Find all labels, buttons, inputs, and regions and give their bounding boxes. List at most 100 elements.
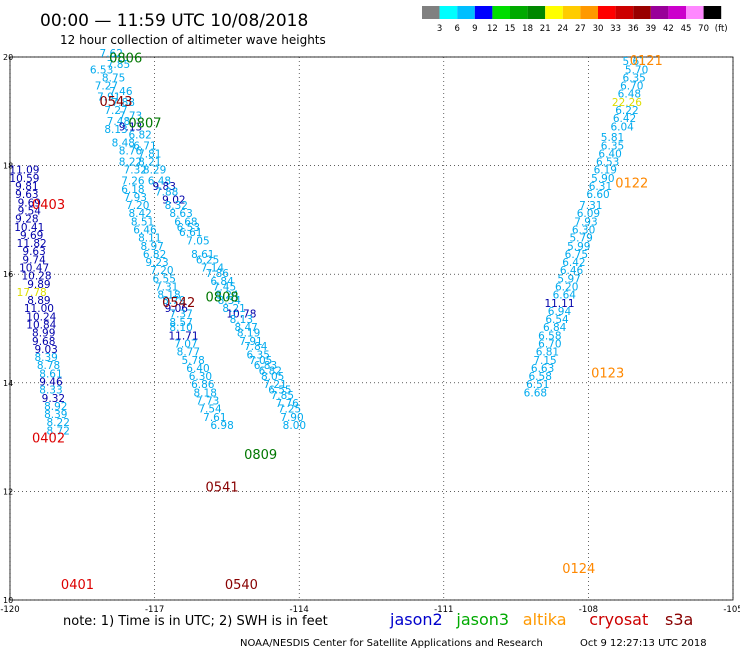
wave-height-point: 8.21 [138, 157, 161, 169]
wave-height-point: 8.22 [47, 417, 70, 429]
wave-height-point: 9.28 [15, 214, 38, 226]
wave-height-point: 7.93 [124, 192, 147, 204]
wave-height-point: 8.13 [104, 124, 127, 136]
legend-label: 3 [437, 24, 442, 34]
wave-height-point: 8.39 [34, 352, 57, 364]
wave-height-point: 10.24 [26, 311, 56, 323]
wave-height-point: 7.05 [249, 355, 272, 367]
wave-height-point: 8.47 [234, 322, 257, 334]
y-tick-label: 14 [3, 379, 13, 388]
wave-height-point: 6.86 [191, 379, 215, 391]
pass-label: 0807 [128, 117, 161, 132]
y-tick-label: 20 [3, 53, 13, 62]
wave-height-point: 9.68 [32, 336, 55, 348]
wave-height-point: 7.88 [155, 186, 178, 198]
wave-height-point: 8.99 [32, 328, 55, 340]
legend-swatch [598, 6, 616, 19]
wave-height-point: 6.61 [179, 227, 202, 239]
pass-label: 0543 [99, 95, 132, 110]
wave-height-point: 7.88 [112, 97, 135, 109]
wave-height-point: 8.57 [169, 317, 192, 329]
wave-height-point: 8.33 [39, 385, 62, 397]
wave-height-point: 6.94 [548, 306, 572, 318]
pass-label: 0808 [206, 290, 239, 305]
wave-height-point: 7.26 [121, 176, 145, 188]
mission-label: jason2 [389, 610, 443, 629]
wave-height-point: 8.18 [194, 387, 217, 399]
legend-swatch [457, 6, 475, 19]
wave-height-point: 10.84 [26, 320, 56, 332]
wave-height-point: 6.30 [189, 371, 212, 383]
legend-label: 6 [454, 24, 459, 34]
legend-swatch [703, 6, 722, 19]
legend-swatch [422, 6, 440, 19]
wave-height-point: 7.86 [206, 268, 230, 280]
footer-note: note: 1) Time is in UTC; 2) SWH is in fe… [63, 614, 328, 629]
legend-label: 39 [645, 24, 656, 34]
legend-label: 18 [522, 24, 533, 34]
wave-height-point: 9.69 [18, 197, 41, 209]
y-tick-label: 12 [3, 487, 13, 496]
wave-height-point: 7.73 [119, 110, 142, 122]
wave-height-point: 9.06 [165, 303, 189, 315]
wave-height-point: 7.90 [280, 412, 303, 424]
mission-label: cryosat [589, 610, 648, 629]
wave-height-point: 6.55 [268, 385, 291, 397]
legend-swatch [527, 6, 546, 19]
wave-height-point: 9.81 [15, 181, 38, 193]
wave-height-point: 6.20 [555, 281, 578, 293]
wave-height-point: 6.54 [545, 314, 569, 326]
wave-height-point: 8.78 [37, 360, 60, 372]
mission-legend: jason2 jason3 altika cryosat s3a [389, 610, 693, 629]
wave-height-point: 10.47 [19, 262, 49, 274]
pass-label: 0122 [615, 176, 648, 191]
wave-height-point: 6.83 [254, 360, 277, 372]
pass-label: 0540 [225, 578, 258, 593]
wave-height-point: 7.27 [95, 81, 118, 93]
legend-label: 30 [593, 24, 604, 34]
wave-height-point: 6.40 [186, 363, 209, 375]
wave-height-point: 22.26 [612, 97, 642, 109]
mission-label: jason3 [455, 610, 509, 629]
wave-height-point: 8.89 [27, 295, 50, 307]
wave-height-point: 9.63 [15, 189, 38, 201]
wave-height-point: 8.79 [162, 295, 185, 307]
wave-height-point: 7.20 [126, 200, 149, 212]
pass-label: 0403 [32, 198, 65, 213]
legend-swatch [668, 6, 686, 19]
wave-height-point: 8.92 [44, 401, 67, 413]
wave-height-point: 7.48 [107, 116, 130, 128]
wave-height-point: 7.73 [196, 396, 219, 408]
wave-height-point: 10.41 [14, 222, 44, 234]
footer-timestamp: Oct 9 12:27:13 UTC 2018 [580, 638, 707, 649]
wave-height-point: 6.84 [210, 276, 234, 288]
wave-height-point: 10.59 [9, 173, 39, 185]
pass-label: 0401 [61, 578, 94, 593]
wave-height-point: 7.93 [574, 216, 597, 228]
legend-label: 70 [698, 24, 709, 34]
wave-height-point: 8.21 [222, 303, 245, 315]
wave-height-point: 7.14 [201, 262, 225, 274]
legend-label: 12 [487, 24, 498, 34]
mission-label: s3a [665, 610, 693, 629]
wave-height-point: 7.85 [107, 59, 130, 71]
wave-height-point: 6.53 [90, 64, 113, 76]
wave-height-point: 6.30 [572, 224, 595, 236]
x-tick-label: -111 [434, 605, 453, 615]
wave-height-point: 11.09 [9, 165, 39, 177]
wave-height-point: 6.82 [128, 129, 151, 141]
wave-height-point: 8.29 [143, 165, 166, 177]
wave-height-point: 6.31 [589, 181, 612, 193]
legend-label: 27 [575, 24, 586, 34]
wave-height-point: 7.61 [203, 412, 226, 424]
legend-label: (ft) [715, 24, 728, 34]
wave-height-point: 6.35 [622, 72, 645, 84]
pass-label: 0402 [32, 432, 65, 447]
legend-swatch [615, 6, 634, 19]
wave-height-point: 8.48 [112, 138, 135, 150]
legend-swatch [580, 6, 598, 19]
wave-height-point: 7.46 [109, 86, 133, 98]
wave-height-point: 10.28 [21, 271, 51, 283]
chart-title: 00:00 — 11:59 UTC 10/08/2018 [40, 11, 308, 31]
wave-height-point: 7.76 [275, 398, 299, 410]
